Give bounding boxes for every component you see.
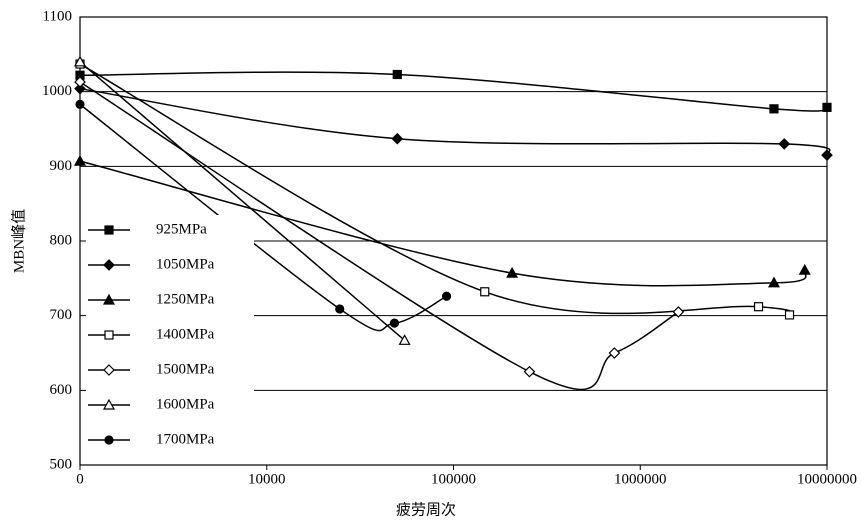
marker: [784, 310, 795, 320]
plot-frame: [79, 16, 828, 466]
marker: [480, 287, 490, 297]
y-tick-label: 1000: [42, 83, 72, 99]
marker: [391, 132, 404, 145]
legend-marker: [104, 225, 114, 235]
y-tick-label: 800: [50, 232, 73, 248]
legend-label: 1250MPa: [156, 291, 215, 307]
series-line: [79, 63, 792, 316]
series-line: [79, 61, 406, 341]
y-tick-label: 500: [50, 456, 73, 472]
marker: [335, 304, 345, 314]
marker: [798, 263, 811, 275]
marker: [672, 306, 685, 318]
marker: [75, 99, 85, 109]
marker: [821, 149, 833, 161]
legend-marker: [103, 259, 115, 271]
marker: [73, 154, 87, 166]
marker: [441, 291, 452, 301]
legend-marker: [103, 364, 115, 376]
legend-marker: [104, 330, 114, 340]
marker: [767, 276, 780, 288]
legend-label: 1400MPa: [156, 326, 215, 342]
marker: [769, 104, 779, 114]
x-tick-label: 1000000: [614, 471, 667, 487]
legend-marker: [104, 435, 114, 445]
x-tick-label: 100000: [431, 471, 476, 487]
legend-label: 925MPa: [156, 221, 207, 237]
marker: [74, 82, 86, 95]
series-line: [79, 71, 828, 112]
series-line: [79, 160, 807, 287]
marker: [506, 266, 519, 278]
y-tick-label: 1100: [43, 8, 72, 24]
legend-label: 1700MPa: [156, 431, 215, 447]
y-tick-label: 700: [50, 307, 73, 323]
series-line: [79, 87, 831, 156]
marker: [753, 302, 764, 312]
marker: [389, 318, 400, 328]
y-tick-label: 900: [50, 158, 73, 174]
marker: [398, 334, 411, 345]
marker: [73, 55, 87, 67]
legend-label: 1050MPa: [156, 256, 215, 272]
x-tick-label: 10000: [248, 471, 286, 487]
marker: [608, 347, 621, 359]
marker: [822, 102, 832, 112]
legend-label: 1600MPa: [156, 396, 215, 412]
legend-marker: [102, 293, 116, 305]
marker: [523, 365, 536, 378]
y-tick-label: 600: [50, 382, 73, 398]
x-tick-label: 0: [76, 471, 84, 487]
marker: [778, 138, 791, 150]
marker: [74, 76, 86, 88]
x-tick-label: 10000000: [797, 471, 857, 487]
marker: [392, 69, 402, 80]
legend: 925MPa 1050MPa 1250MPa 1400MPa 1500MPa 1600MP…: [86, 215, 254, 460]
x-axis-title: 疲劳周次: [396, 501, 456, 518]
legend-marker: [102, 398, 116, 410]
y-axis-title: MBN峰值: [10, 209, 27, 273]
legend-background: [86, 215, 254, 460]
legend-label: 1500MPa: [156, 361, 215, 377]
